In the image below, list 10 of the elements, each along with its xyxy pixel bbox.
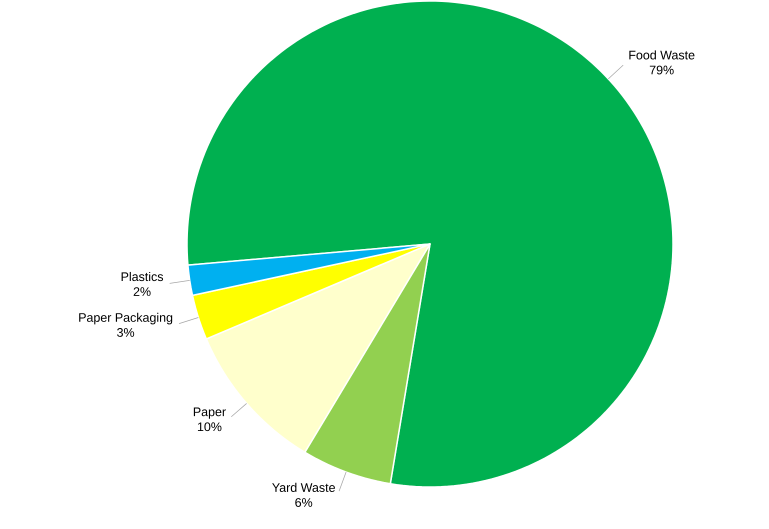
slice-label: Food Waste xyxy=(629,50,694,60)
data-label: 3% xyxy=(117,328,134,337)
data-label: 2% xyxy=(134,287,151,296)
data-label: 79% xyxy=(650,66,674,74)
slice-label: Plastics xyxy=(122,272,164,282)
data-label: 10% xyxy=(198,422,222,432)
slice-label: Paper xyxy=(194,408,226,419)
slice-label: Yard Waste xyxy=(272,482,335,492)
data-label: 6% xyxy=(295,498,312,507)
slice-label: Paper Packaging xyxy=(79,312,172,324)
